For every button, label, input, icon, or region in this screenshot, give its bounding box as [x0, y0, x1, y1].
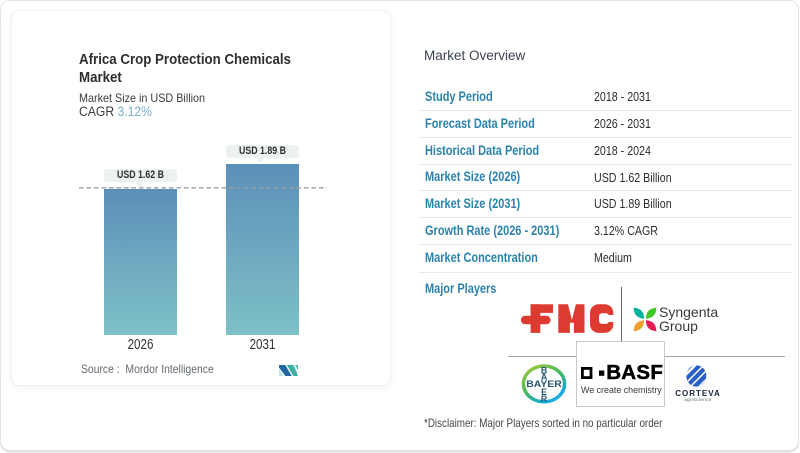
- svg-text:B: B: [541, 365, 547, 375]
- svg-text:E: E: [541, 387, 547, 397]
- svg-text:BAYER: BAYER: [526, 378, 562, 388]
- svg-text:A: A: [541, 371, 548, 381]
- svg-text:R: R: [541, 393, 548, 403]
